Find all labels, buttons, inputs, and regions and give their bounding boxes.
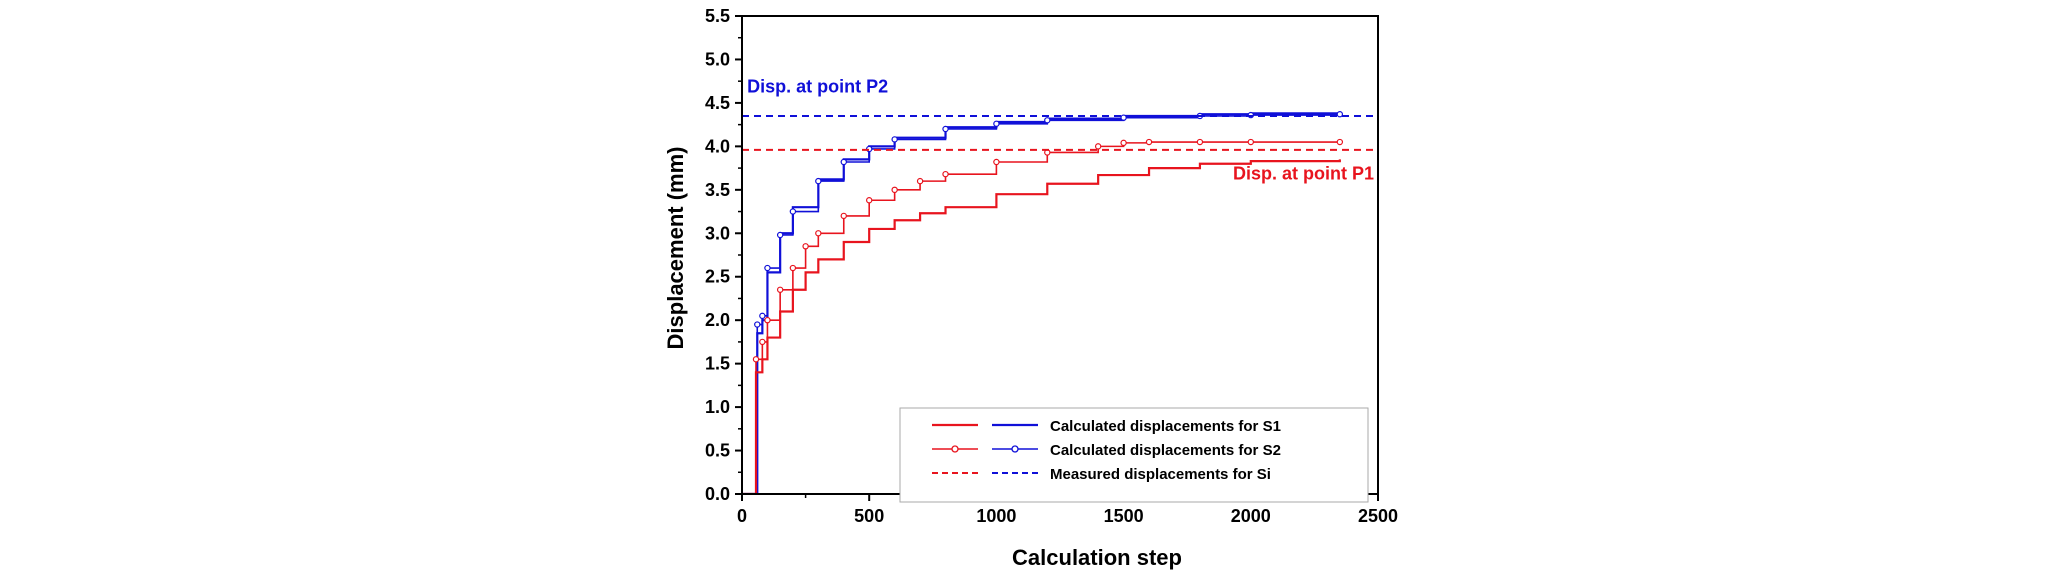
series-s2-p2-point — [759, 312, 766, 320]
series-s2-p2-point — [1120, 114, 1127, 121]
series-s2-p1-point — [916, 177, 924, 185]
series-s2-p1-point — [840, 212, 847, 220]
series-s2-p2-point — [1044, 117, 1051, 124]
series-s2-p2-point — [993, 120, 1000, 127]
legend: Calculated displacements for S1 Calculat… — [899, 407, 1369, 503]
x-tick-label: 1500 — [1104, 506, 1144, 526]
annotation-p1: Disp. at point P1 — [1233, 163, 1374, 183]
series-s2-p1-point — [942, 170, 949, 178]
y-tick-label: 2.5 — [705, 267, 730, 287]
series-s2-p1-point — [764, 316, 771, 324]
series-s2-p1-point — [1120, 139, 1127, 147]
series-s2-p1-point — [815, 230, 822, 237]
series-s2-p2-point — [754, 321, 761, 328]
series-s2-p1-point — [891, 186, 898, 194]
series-s2-p1-point — [802, 243, 809, 250]
series-s2-p1-point — [789, 264, 797, 272]
series-s2-p2-point — [789, 208, 797, 215]
series-s2-p1-point — [1145, 138, 1153, 146]
series-s2-p2-point — [942, 125, 949, 133]
series-s2-p1-point — [1094, 143, 1102, 150]
y-tick-label: 5.0 — [705, 49, 730, 69]
legend-label-s2: Calculated displacements for S2 — [1050, 442, 1281, 459]
y-tick-label: 0.0 — [705, 484, 730, 504]
series-s2-p1-point — [866, 197, 873, 204]
series-s2-p2-point — [776, 231, 784, 239]
x-tick-label: 0 — [737, 506, 747, 526]
legend-sample-marker — [951, 445, 959, 453]
legend-sample-marker — [1011, 445, 1019, 453]
legend-box — [899, 407, 1369, 503]
x-tick-label: 1000 — [976, 506, 1016, 526]
x-tick-label: 500 — [854, 506, 884, 526]
y-tick-label: 5.5 — [705, 6, 730, 26]
x-tick-label: 2000 — [1231, 506, 1271, 526]
series-s2-p1-point — [776, 286, 784, 293]
legend-label-s1: Calculated displacements for S1 — [1050, 418, 1281, 435]
series-s2-p2-point — [764, 264, 771, 272]
series-s2-p1-point — [1196, 138, 1204, 146]
series-s2-p1-point — [1336, 138, 1344, 146]
x-tick-label: 2500 — [1358, 506, 1398, 526]
y-tick-label: 3.0 — [705, 223, 730, 243]
annotation-p2: Disp. at point P2 — [747, 76, 888, 96]
plot-content — [742, 111, 1378, 494]
series-s2-p1-point — [1247, 138, 1255, 146]
y-tick-label: 1.0 — [705, 397, 730, 417]
legend-label-measured: Measured displacements for Si — [1050, 466, 1271, 483]
axes: 0 500 1000 1500 2000 2500 0.0 0.5 1.0 1.5 2.0 2.5 3.… — [705, 6, 1398, 526]
series-s2-p2-point — [840, 158, 847, 166]
y-tick-label: 4.0 — [705, 136, 730, 156]
y-tick-label: 4.5 — [705, 93, 730, 113]
legend-samples — [932, 423, 1038, 474]
y-tick-label: 2.0 — [705, 310, 730, 330]
y-axis-title: Displacement (mm) — [663, 147, 688, 350]
series-s2-p1-point — [993, 158, 1000, 166]
y-tick-label: 3.5 — [705, 180, 730, 200]
series-s2-p2-point — [891, 136, 898, 143]
y-tick-label: 1.5 — [705, 354, 730, 374]
x-axis-title: Calculation step — [1012, 545, 1182, 570]
y-tick-label: 0.5 — [705, 441, 730, 461]
series-s1-p1-line — [742, 159, 1341, 494]
series-s2-p1-point — [752, 356, 760, 363]
series-s2-p2-point — [815, 177, 822, 185]
series-s2-p2-point — [1336, 111, 1344, 118]
series-s2-p1-point — [759, 338, 766, 346]
